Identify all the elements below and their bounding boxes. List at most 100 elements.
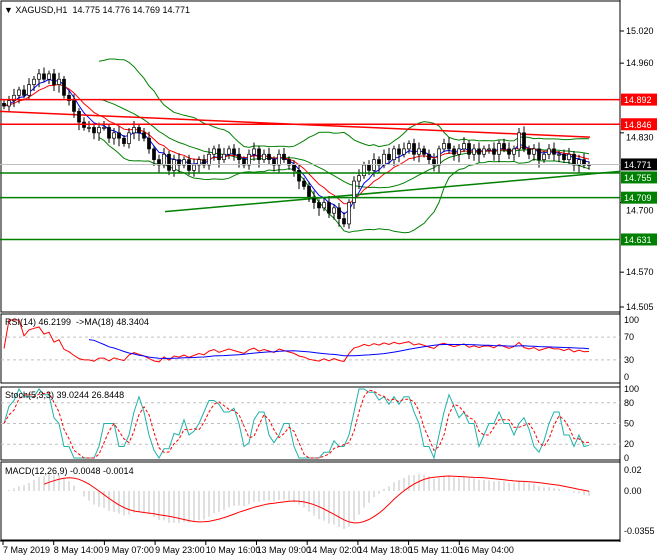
rsi-ma-line <box>88 339 590 359</box>
candle-body <box>57 78 61 85</box>
price-tick-label: 14.570 <box>626 267 654 277</box>
candle-body <box>287 159 291 166</box>
candle-body <box>72 100 76 112</box>
candle-body <box>182 159 186 166</box>
candle-body <box>307 186 311 198</box>
candle-body <box>67 94 71 102</box>
candle-body <box>432 159 436 166</box>
candle-body <box>377 159 381 166</box>
candle-body <box>142 132 146 139</box>
stoch-tick-label: 80 <box>624 398 634 408</box>
time-label: 13 May 09:00 <box>257 545 312 555</box>
candle-body <box>452 148 456 155</box>
price-tick-label: 14.505 <box>626 302 654 312</box>
candle-body <box>562 153 566 160</box>
candle-body <box>507 148 511 155</box>
candle-body <box>32 78 36 85</box>
candle-body <box>577 159 581 166</box>
candle-body <box>417 148 421 155</box>
candle-body <box>52 73 56 85</box>
candle-body <box>497 143 501 155</box>
bollinger-middle <box>98 98 590 189</box>
candle-body <box>367 164 371 171</box>
price-tick-label: 14.700 <box>626 206 654 216</box>
level-badge <box>621 233 657 246</box>
ohlc-values: 14.775 14.776 14.769 14.771 <box>72 5 191 15</box>
candle-body <box>582 159 586 166</box>
macd-tick-label: -0.0355 <box>624 526 655 536</box>
candle-body <box>482 148 486 155</box>
time-label: 16 May 04:00 <box>459 545 514 555</box>
dropdown-triangle-icon[interactable]: ▼ <box>4 5 16 15</box>
macd-tick-label: 0.00 <box>624 486 642 496</box>
time-label: 10 May 16:00 <box>206 545 261 555</box>
candle-body <box>87 127 91 129</box>
candle-body <box>292 164 296 171</box>
candle-body <box>192 164 196 171</box>
level-badge <box>621 191 657 204</box>
price-tick-label: 14.960 <box>626 58 654 68</box>
candle-body <box>62 78 66 96</box>
candle-body <box>177 159 181 166</box>
rsi-label: RSI(14) 46.2199 ->MA(18) 48.3404 <box>5 317 149 327</box>
level-label: 14.709 <box>624 193 652 203</box>
level-label: 14.755 <box>624 173 652 183</box>
candle-body <box>17 89 21 96</box>
candle-body <box>297 169 301 182</box>
macd-signal-line <box>43 475 590 524</box>
candle-body <box>352 180 356 203</box>
time-label: 8 May 14:00 <box>54 545 104 555</box>
time-label: 14 May 02:00 <box>307 545 362 555</box>
current-price-label: 14.771 <box>624 160 652 170</box>
candle-body <box>37 73 41 80</box>
candle-body <box>337 207 341 219</box>
candle-body <box>157 159 161 166</box>
candle-body <box>102 127 106 129</box>
current-price-badge <box>621 158 657 171</box>
candle-body <box>442 143 446 150</box>
stoch-tick-label: 20 <box>624 439 634 449</box>
pane-frame <box>0 0 621 313</box>
rsi-tick-label: 30 <box>624 355 634 365</box>
level-label: 14.846 <box>624 120 652 130</box>
candle-body <box>152 148 156 160</box>
candle-body <box>27 84 31 96</box>
candle-body <box>492 148 496 155</box>
candle-body <box>257 148 261 160</box>
candle-body <box>132 127 136 134</box>
stoch-signal-line <box>3 389 590 459</box>
candle-body <box>567 153 571 160</box>
candle-body <box>167 153 171 171</box>
candle-body <box>502 143 506 150</box>
time-label: 9 May 07:00 <box>104 545 154 555</box>
rsi-tick-label: 70 <box>624 332 634 342</box>
candle-body <box>362 164 366 177</box>
candle-body <box>552 148 556 155</box>
candle-body <box>272 159 276 166</box>
candle-body <box>237 153 241 160</box>
candle-body <box>332 207 336 214</box>
candle-body <box>302 180 306 187</box>
candle-body <box>2 102 6 107</box>
candle-body <box>517 132 521 150</box>
candle-body <box>372 159 376 171</box>
candle-body <box>487 148 491 151</box>
candle-body <box>47 73 51 80</box>
candle-body <box>397 148 401 155</box>
candle-body <box>172 159 176 171</box>
price-tick-label: 15.020 <box>626 26 654 36</box>
level-label: 14.892 <box>624 95 652 105</box>
stoch-tick-label: 100 <box>624 384 639 394</box>
candle-body <box>527 148 531 155</box>
candle-body <box>222 153 226 160</box>
time-label: 9 May 23:00 <box>155 545 205 555</box>
candle-body <box>472 148 476 155</box>
candle-body <box>467 143 471 155</box>
candle-body <box>387 153 391 160</box>
bollinger-lower <box>98 137 590 234</box>
symbol-header: ▼ XAGUSD,H1 14.775 14.776 14.769 14.771 <box>4 5 190 15</box>
time-label: 15 May 11:00 <box>409 545 463 555</box>
symbol-label: XAGUSD,H1 <box>15 5 68 15</box>
